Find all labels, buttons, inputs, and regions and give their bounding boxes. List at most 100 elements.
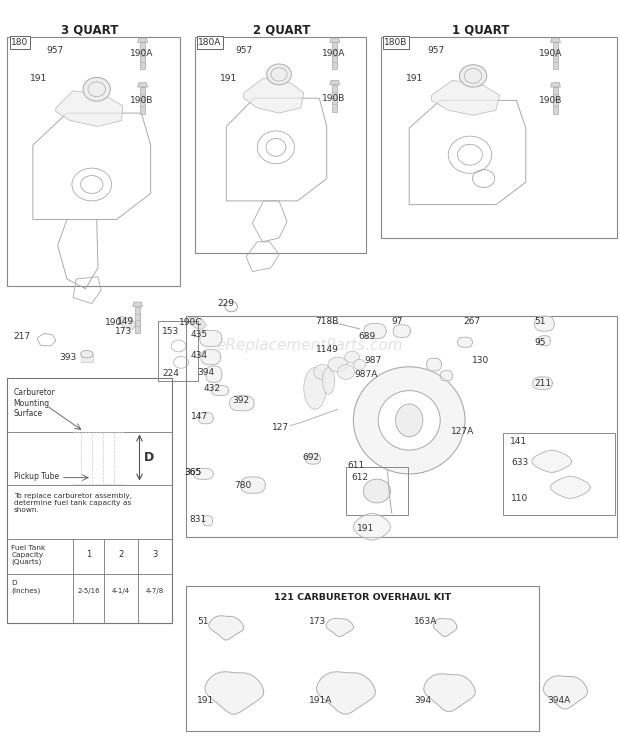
Text: D: D — [144, 451, 154, 464]
Text: 180A: 180A — [198, 38, 222, 47]
Polygon shape — [138, 38, 148, 42]
Text: 394: 394 — [197, 368, 215, 377]
Text: 718B: 718B — [315, 317, 339, 326]
Text: D
(Inches): D (Inches) — [11, 580, 40, 594]
Polygon shape — [533, 377, 552, 389]
Polygon shape — [140, 42, 145, 69]
Bar — [7, 378, 172, 623]
Text: 191A: 191A — [309, 696, 332, 705]
Text: 191: 191 — [220, 74, 237, 83]
Text: eReplacementParts.com: eReplacementParts.com — [216, 339, 404, 353]
Polygon shape — [353, 513, 391, 540]
Polygon shape — [332, 42, 337, 69]
Ellipse shape — [363, 479, 391, 503]
Polygon shape — [188, 316, 206, 330]
Text: 51: 51 — [534, 317, 546, 326]
Bar — [158, 321, 198, 381]
Text: 4-7/8: 4-7/8 — [146, 589, 164, 594]
Ellipse shape — [314, 365, 331, 379]
Polygon shape — [551, 83, 560, 87]
Polygon shape — [330, 80, 340, 85]
Polygon shape — [432, 80, 500, 115]
Polygon shape — [135, 307, 140, 333]
Text: 121 CARBURETOR OVERHAUL KIT: 121 CARBURETOR OVERHAUL KIT — [274, 593, 451, 602]
Bar — [7, 37, 180, 286]
Text: 1 QUART: 1 QUART — [452, 23, 509, 36]
Text: 95: 95 — [534, 338, 546, 347]
Polygon shape — [433, 618, 457, 637]
Text: 3: 3 — [153, 550, 157, 559]
Text: 141: 141 — [510, 437, 527, 446]
Polygon shape — [538, 336, 551, 346]
Ellipse shape — [81, 350, 93, 358]
Text: 365: 365 — [185, 468, 202, 477]
Ellipse shape — [378, 391, 440, 450]
Text: 957: 957 — [428, 46, 445, 55]
Polygon shape — [241, 477, 265, 493]
Text: 2: 2 — [118, 550, 123, 559]
Text: 173: 173 — [309, 617, 326, 626]
Bar — [186, 316, 617, 537]
Text: 97: 97 — [392, 317, 404, 326]
Text: 987A: 987A — [355, 370, 378, 379]
Bar — [381, 37, 617, 238]
Polygon shape — [316, 672, 375, 714]
Text: 51: 51 — [197, 617, 209, 626]
Text: 191: 191 — [406, 74, 423, 83]
Text: 127A: 127A — [451, 427, 475, 436]
Text: 191: 191 — [356, 524, 374, 533]
Text: 831: 831 — [190, 515, 207, 524]
Text: 2-5/16: 2-5/16 — [78, 589, 100, 594]
Ellipse shape — [328, 357, 348, 372]
Polygon shape — [205, 672, 264, 714]
Text: 147: 147 — [191, 412, 208, 421]
Polygon shape — [140, 87, 145, 114]
Text: 191: 191 — [197, 696, 215, 705]
Text: 987: 987 — [365, 356, 382, 365]
Polygon shape — [211, 385, 229, 396]
Text: 611: 611 — [347, 461, 365, 469]
Ellipse shape — [459, 65, 487, 87]
Text: 3 QUART: 3 QUART — [61, 23, 118, 36]
Polygon shape — [551, 38, 560, 42]
Text: 4-1/4: 4-1/4 — [112, 589, 130, 594]
Polygon shape — [543, 676, 588, 709]
Ellipse shape — [267, 64, 291, 85]
Text: 153: 153 — [162, 327, 180, 336]
Polygon shape — [133, 302, 143, 307]
Ellipse shape — [322, 368, 335, 394]
Polygon shape — [193, 469, 213, 479]
Polygon shape — [553, 42, 558, 69]
Ellipse shape — [337, 365, 355, 379]
Text: Fuel Tank
Capacity
(Quarts): Fuel Tank Capacity (Quarts) — [11, 545, 45, 565]
Text: 180: 180 — [11, 38, 29, 47]
Text: 229: 229 — [217, 299, 234, 308]
Ellipse shape — [345, 351, 360, 363]
Text: 211: 211 — [534, 379, 552, 388]
Polygon shape — [551, 476, 590, 498]
Polygon shape — [244, 78, 304, 113]
Ellipse shape — [83, 77, 110, 101]
Ellipse shape — [396, 404, 423, 437]
Text: 435: 435 — [191, 330, 208, 339]
Polygon shape — [306, 454, 321, 464]
Polygon shape — [209, 616, 244, 640]
Bar — [346, 467, 408, 515]
Polygon shape — [206, 366, 222, 382]
Text: 190A: 190A — [130, 49, 154, 58]
Text: 1: 1 — [86, 550, 91, 559]
Polygon shape — [118, 316, 136, 330]
Text: 434: 434 — [191, 351, 208, 360]
Text: Pickup Tube: Pickup Tube — [14, 472, 59, 481]
Text: 173: 173 — [115, 327, 132, 336]
Ellipse shape — [304, 368, 326, 409]
Text: 163A: 163A — [414, 617, 438, 626]
Text: 190B: 190B — [539, 96, 563, 105]
Text: 2 QUART: 2 QUART — [254, 23, 311, 36]
Polygon shape — [553, 87, 558, 114]
Text: 190C: 190C — [179, 318, 202, 327]
Polygon shape — [81, 354, 93, 362]
Text: 633: 633 — [511, 458, 528, 467]
Text: 394: 394 — [414, 696, 432, 705]
Text: 692: 692 — [303, 453, 320, 462]
